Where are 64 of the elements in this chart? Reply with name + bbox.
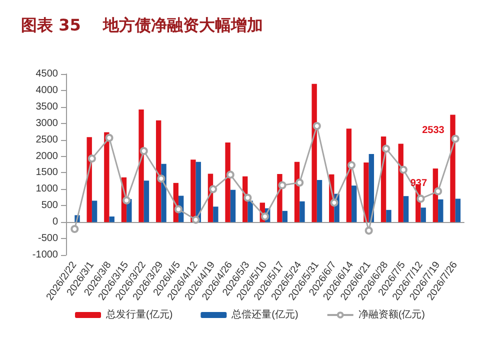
y-tick-label: 500: [41, 200, 58, 212]
point: [244, 194, 252, 202]
bar: [138, 110, 144, 222]
bar: [156, 120, 162, 222]
point: [209, 185, 218, 194]
bar: [213, 206, 218, 222]
point: [364, 226, 373, 235]
point: [226, 170, 234, 179]
bar: [438, 199, 444, 222]
bar: [225, 142, 230, 222]
y-tick-label: 2000: [36, 150, 58, 162]
bar: [104, 132, 110, 222]
bar: [352, 186, 357, 222]
point: [382, 144, 390, 153]
y-tick-label: 3000: [36, 118, 58, 129]
point: [88, 154, 96, 163]
point: [105, 134, 114, 142]
legend-label: 总偿还量(亿元): [230, 308, 298, 320]
y-tick-label: -500: [38, 233, 58, 244]
bar: [282, 210, 288, 222]
y-tick-label: 4500: [36, 68, 58, 80]
point: [296, 178, 304, 187]
bar: [450, 114, 456, 222]
bar: [92, 200, 98, 222]
point: [399, 166, 408, 174]
point: [348, 161, 356, 170]
bar: [316, 180, 322, 222]
chart-title: 图表 35 地方债净融资大幅增加: [21, 16, 264, 34]
point: [330, 198, 338, 207]
bar: [300, 201, 305, 222]
bar: [403, 196, 409, 222]
point: [261, 212, 269, 220]
point: [451, 134, 460, 143]
bar: [312, 84, 317, 222]
point: [434, 187, 442, 196]
bar: [420, 208, 426, 222]
bar: [386, 210, 392, 222]
point: [416, 194, 425, 203]
y-tick-label: 0: [52, 216, 58, 228]
bar: [455, 198, 461, 222]
y-tick-label: 1500: [36, 167, 58, 178]
point: [122, 196, 131, 204]
bar: [248, 200, 253, 222]
data-label: 2533: [422, 125, 445, 136]
point: [192, 216, 200, 224]
y-tick-label: 1000: [36, 184, 58, 195]
point: [312, 122, 321, 130]
point: [174, 205, 182, 214]
bar: [398, 144, 404, 222]
point: [140, 147, 148, 156]
legend-label: 总发行量(亿元): [105, 308, 173, 320]
y-tick-label: -1000: [32, 250, 58, 260]
point: [157, 174, 166, 183]
bar: [230, 190, 236, 222]
bar: [109, 216, 114, 222]
y-tick-label: 4000: [36, 84, 58, 96]
point: [278, 181, 286, 190]
y-tick-label: 2500: [36, 134, 58, 146]
y-tick-label: 3500: [36, 101, 58, 112]
bar: [364, 162, 369, 222]
bar: [190, 160, 196, 222]
bar: [144, 180, 150, 222]
point: [70, 225, 79, 233]
legend-label: 净融资额(亿元): [358, 308, 425, 320]
